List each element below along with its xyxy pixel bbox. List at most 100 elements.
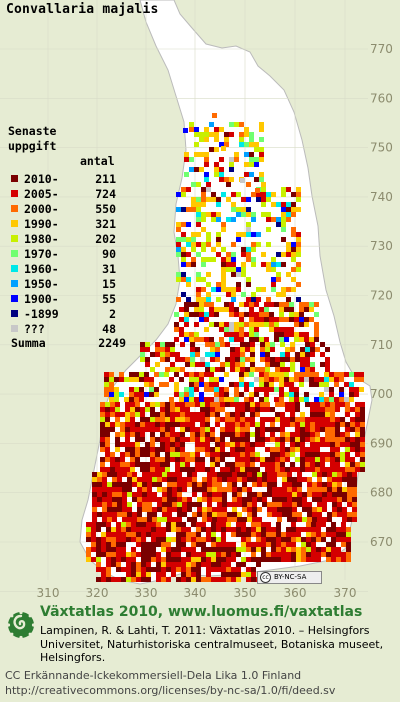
- grid-cell: [191, 242, 196, 247]
- grid-cell: [249, 332, 254, 337]
- grid-cell: [360, 412, 365, 417]
- grid-cell: [236, 572, 241, 577]
- grid-cell: [191, 262, 196, 267]
- grid-cell: [106, 522, 111, 527]
- grid-cell: [199, 377, 204, 382]
- grid-cell: [271, 257, 276, 262]
- grid-cell: [172, 482, 177, 487]
- grid-cell: [191, 197, 196, 202]
- grid-cell: [160, 457, 165, 462]
- grid-cell: [185, 412, 190, 417]
- grid-cell: [207, 492, 212, 497]
- grid-cell: [302, 517, 307, 522]
- grid-cell: [132, 492, 137, 497]
- grid-cell: [184, 322, 189, 327]
- grid-cell: [346, 557, 351, 562]
- grid-cell: [122, 487, 127, 492]
- grid-cell: [290, 442, 295, 447]
- grid-cell: [174, 372, 179, 377]
- grid-cell: [244, 382, 249, 387]
- grid-cell: [307, 482, 312, 487]
- grid-cell: [295, 417, 300, 422]
- grid-cell: [231, 202, 236, 207]
- grid-cell: [166, 557, 171, 562]
- license-url[interactable]: http://creativecommons.org/licenses/by-n…: [5, 684, 336, 697]
- grid-cell: [101, 567, 106, 572]
- grid-cell: [197, 512, 202, 517]
- grid-cell: [112, 472, 117, 477]
- grid-cell: [247, 512, 252, 517]
- grid-cell: [314, 332, 319, 337]
- grid-cell: [337, 487, 342, 492]
- grid-cell: [211, 522, 216, 527]
- grid-cell: [332, 497, 337, 502]
- site-link[interactable]: Växtatlas 2010, www.luomus.fi/vaxtatlas: [40, 604, 363, 620]
- grid-cell: [325, 407, 330, 412]
- grid-cell: [331, 522, 336, 527]
- grid-cell: [231, 532, 236, 537]
- grid-cell: [264, 337, 269, 342]
- grid-cell: [117, 512, 122, 517]
- grid-cell: [127, 482, 132, 487]
- grid-cell: [189, 377, 194, 382]
- grid-cell: [326, 542, 331, 547]
- grid-cell: [235, 442, 240, 447]
- grid-cell: [325, 347, 330, 352]
- grid-cell: [320, 457, 325, 462]
- grid-cell: [150, 427, 155, 432]
- grid-cell: [107, 517, 112, 522]
- grid-cell: [112, 512, 117, 517]
- grid-cell: [229, 327, 234, 332]
- grid-cell: [305, 402, 310, 407]
- grid-cell: [181, 207, 186, 212]
- grid-cell: [241, 557, 246, 562]
- grid-cell: [219, 167, 224, 172]
- grid-cell: [221, 222, 226, 227]
- grid-cell: [285, 367, 290, 372]
- grid-cell: [166, 522, 171, 527]
- grid-cell: [340, 442, 345, 447]
- grid-cell: [212, 113, 217, 118]
- grid-cell: [235, 367, 240, 372]
- grid-cell: [176, 537, 181, 542]
- grid-cell: [180, 462, 185, 467]
- grid-cell: [296, 297, 301, 302]
- grid-cell: [266, 217, 271, 222]
- grid-cell: [177, 487, 182, 492]
- grid-cell: [244, 397, 249, 402]
- grid-cell: [121, 532, 126, 537]
- grid-cell: [347, 492, 352, 497]
- grid-cell: [214, 127, 219, 132]
- grid-cell: [250, 422, 255, 427]
- grid-cell: [135, 402, 140, 407]
- grid-cell: [237, 497, 242, 502]
- grid-cell: [269, 317, 274, 322]
- grid-cell: [196, 572, 201, 577]
- grid-cell: [340, 457, 345, 462]
- grid-cell: [340, 437, 345, 442]
- grid-cell: [261, 202, 266, 207]
- grid-cell: [285, 407, 290, 412]
- grid-cell: [306, 522, 311, 527]
- grid-cell: [261, 197, 266, 202]
- grid-cell: [245, 422, 250, 427]
- grid-cell: [126, 552, 131, 557]
- grid-cell: [247, 477, 252, 482]
- grid-cell: [192, 517, 197, 522]
- grid-cell: [145, 467, 150, 472]
- grid-cell: [96, 577, 101, 582]
- grid-cell: [286, 187, 291, 192]
- grid-cell: [294, 312, 299, 317]
- grid-cell: [261, 532, 266, 537]
- cc-license-badge[interactable]: cc BY-NC-SA: [257, 571, 322, 584]
- grid-cell: [260, 437, 265, 442]
- grid-cell: [130, 442, 135, 447]
- grid-cell: [186, 297, 191, 302]
- grid-cell: [110, 407, 115, 412]
- grid-cell: [215, 457, 220, 462]
- grid-cell: [266, 527, 271, 532]
- grid-cell: [249, 382, 254, 387]
- grid-cell: [257, 472, 262, 477]
- grid-cell: [232, 497, 237, 502]
- legend-count: 202: [95, 231, 116, 246]
